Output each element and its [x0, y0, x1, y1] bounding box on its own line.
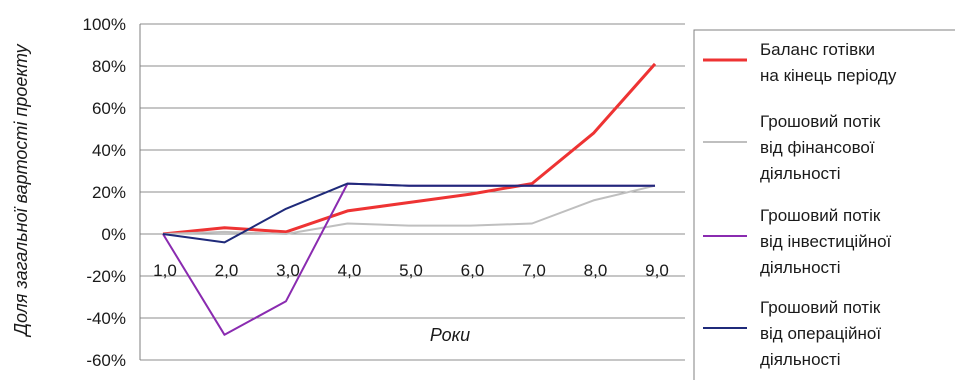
legend-label-1: Баланс готівки [760, 40, 875, 59]
x-tick-label: 7,0 [522, 261, 546, 280]
legend-label-1: на кінець періоду [760, 66, 897, 85]
gridlines [140, 23, 685, 361]
y-tick-label: -60% [86, 351, 126, 370]
y-tick-label: -40% [86, 309, 126, 328]
series-line-1 [162, 62, 657, 236]
series-line-3 [162, 182, 655, 336]
legend-label-4: Грошовий потік [760, 298, 881, 317]
legend-label-3: від інвестиційної [760, 232, 892, 251]
x-tick-label: 9,0 [645, 261, 669, 280]
x-tick-label: 2,0 [215, 261, 239, 280]
x-tick-label: 4,0 [338, 261, 362, 280]
y-tick-label: 20% [92, 183, 126, 202]
legend-label-4: діяльності [760, 350, 841, 369]
series-line-4 [162, 182, 655, 244]
y-tick-label: 40% [92, 141, 126, 160]
x-tick-label: 3,0 [276, 261, 300, 280]
series-lines [162, 62, 657, 336]
x-tick-label: 1,0 [153, 261, 177, 280]
y-tick-label: 100% [83, 15, 126, 34]
y-tick-label: 0% [101, 225, 126, 244]
legend-label-4: від операційної [760, 324, 881, 343]
x-axis-title: Роки [430, 325, 470, 345]
y-tick-label: 80% [92, 57, 126, 76]
x-tick-label: 6,0 [461, 261, 485, 280]
y-axis-title: Доля загальної вартості проекту [11, 43, 31, 337]
legend-label-2: діяльності [760, 164, 841, 183]
series-line-2 [162, 184, 656, 235]
legend-label-3: Грошовий потік [760, 206, 881, 225]
y-tick-labels: 100% 80% 60% 40% 20% 0% -20% -40% -60% [83, 15, 126, 370]
legend-label-2: Грошовий потік [760, 112, 881, 131]
legend: Баланс готівки на кінець періоду Грошовий … [693, 29, 955, 380]
legend-box [693, 29, 955, 380]
legend-label-3: діяльності [760, 258, 841, 277]
x-tick-labels: 1,0 2,0 3,0 4,0 5,0 6,0 7,0 8,0 9,0 [153, 261, 669, 280]
y-tick-label: -20% [86, 267, 126, 286]
y-tick-label: 60% [92, 99, 126, 118]
x-tick-label: 8,0 [584, 261, 608, 280]
legend-label-2: від фінансової [760, 138, 875, 157]
x-tick-label: 5,0 [399, 261, 423, 280]
